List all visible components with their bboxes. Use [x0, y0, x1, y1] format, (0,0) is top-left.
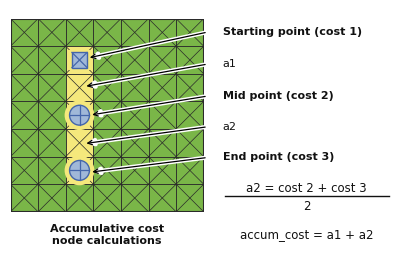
Text: 2: 2: [303, 200, 310, 212]
Bar: [66, 101, 93, 129]
Bar: [149, 184, 176, 212]
Bar: [93, 101, 121, 129]
Text: Mid point (cost 2): Mid point (cost 2): [223, 91, 333, 101]
Bar: [38, 74, 66, 101]
Bar: [121, 46, 149, 74]
Bar: [121, 74, 149, 101]
Bar: [176, 184, 204, 212]
Bar: [93, 157, 121, 184]
Bar: [176, 74, 204, 101]
Bar: [176, 101, 204, 129]
Bar: [149, 157, 176, 184]
Bar: [121, 101, 149, 129]
Bar: [149, 101, 176, 129]
Text: a1: a1: [223, 59, 236, 69]
Bar: [93, 74, 121, 101]
Bar: [38, 157, 66, 184]
Bar: [38, 19, 66, 46]
Bar: [149, 19, 176, 46]
Bar: [66, 129, 93, 157]
Bar: [121, 184, 149, 212]
Bar: [176, 46, 204, 74]
Bar: [121, 19, 149, 46]
Bar: [93, 184, 121, 212]
Bar: [149, 74, 176, 101]
Circle shape: [65, 155, 94, 185]
Bar: [149, 129, 176, 157]
Bar: [38, 184, 66, 212]
Circle shape: [70, 161, 89, 180]
Bar: [121, 157, 149, 184]
Bar: [69, 50, 89, 70]
Bar: [93, 46, 121, 74]
Bar: [10, 184, 38, 212]
Bar: [93, 129, 121, 157]
Bar: [176, 19, 204, 46]
Text: Starting point (cost 1): Starting point (cost 1): [223, 27, 362, 37]
Text: accum_cost = a1 + a2: accum_cost = a1 + a2: [240, 228, 373, 241]
Bar: [66, 157, 93, 184]
Circle shape: [65, 100, 94, 130]
Bar: [66, 184, 93, 212]
Bar: [93, 19, 121, 46]
Text: Accumulative cost
node calculations: Accumulative cost node calculations: [50, 224, 164, 246]
Bar: [10, 129, 38, 157]
Circle shape: [70, 105, 89, 125]
Text: a2 = cost 2 + cost 3: a2 = cost 2 + cost 3: [246, 182, 367, 195]
Text: End point (cost 3): End point (cost 3): [223, 152, 334, 163]
Bar: [10, 46, 38, 74]
Bar: [38, 46, 66, 74]
Text: a2: a2: [223, 122, 236, 132]
Bar: [121, 129, 149, 157]
Bar: [66, 46, 93, 74]
Bar: [10, 157, 38, 184]
Bar: [10, 74, 38, 101]
Bar: [72, 52, 87, 68]
Bar: [66, 19, 93, 46]
Bar: [38, 101, 66, 129]
Bar: [149, 46, 176, 74]
Bar: [176, 157, 204, 184]
Bar: [66, 74, 93, 101]
Bar: [10, 19, 38, 46]
Bar: [38, 129, 66, 157]
Bar: [176, 129, 204, 157]
Bar: [10, 101, 38, 129]
